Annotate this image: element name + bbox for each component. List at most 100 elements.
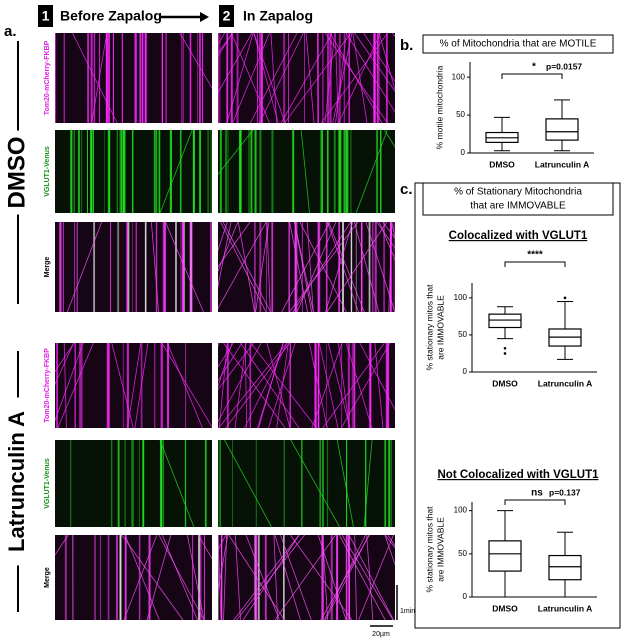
motile-track (228, 535, 285, 620)
group-label: Latrunculin A (4, 411, 29, 552)
motile-track (341, 535, 394, 620)
significance: * (532, 62, 536, 73)
motile-track (299, 222, 347, 312)
motile-track (255, 222, 270, 312)
motile-track (218, 222, 228, 252)
motile-track (388, 222, 393, 312)
step-number: 2 (223, 8, 231, 24)
motile-track (384, 130, 395, 148)
motile-track (363, 440, 373, 527)
motile-track (358, 535, 394, 620)
motile-track (288, 222, 359, 312)
motile-track (376, 222, 395, 249)
motile-track (218, 33, 233, 58)
chart-title: % of Mitochondria that are MOTILE (440, 39, 597, 50)
significance-bracket (504, 499, 566, 505)
channel-label: Merge (44, 257, 51, 278)
motile-track (167, 343, 203, 428)
step-label: In Zapalog (243, 8, 313, 24)
motile-track (146, 535, 172, 620)
motile-track (327, 222, 359, 312)
motile-track (327, 343, 351, 428)
kymograph (218, 222, 395, 312)
motile-track (244, 343, 288, 428)
motile-track (253, 33, 286, 123)
x-tick-label: Latrunculin A (538, 378, 592, 388)
motile-track (347, 535, 351, 620)
motile-track (55, 535, 69, 556)
x-tick-label: Latrunculin A (535, 159, 589, 169)
motile-track (354, 535, 357, 620)
tracks (218, 343, 395, 428)
motile-track (294, 222, 313, 312)
x-tick-label: DMSO (492, 378, 518, 388)
tracks (70, 440, 207, 527)
motile-track (322, 343, 385, 428)
y-axis-label: % motile mitochondria (434, 65, 444, 149)
motile-track (63, 343, 67, 428)
motile-track (237, 222, 256, 312)
motile-track (320, 535, 370, 620)
step-box (38, 5, 53, 27)
motile-track (359, 343, 395, 411)
motile-track (274, 535, 336, 620)
motile-track (340, 343, 391, 428)
motile-track (326, 222, 388, 312)
motile-track (218, 343, 288, 428)
motile-track (236, 535, 305, 620)
motile-track (223, 343, 286, 428)
motile-track (258, 343, 284, 428)
tracks (55, 343, 212, 428)
motile-track (320, 33, 389, 123)
motile-track (234, 343, 247, 428)
motile-track (325, 222, 353, 312)
y-tick-label: 100 (452, 72, 466, 81)
channel-label: Merge (44, 567, 51, 588)
motile-track (284, 33, 352, 123)
kymograph-bg (55, 222, 212, 312)
kymograph (218, 535, 395, 620)
p-value: p=0.0157 (546, 61, 582, 71)
motile-track (55, 343, 75, 385)
motile-track (378, 33, 395, 92)
kymograph (218, 33, 395, 123)
motile-track (218, 343, 234, 368)
panel-title: that are IMMOVABLE (470, 201, 566, 212)
tracks (218, 222, 395, 312)
tracks (218, 33, 395, 123)
p-value: p=0.137 (549, 487, 581, 497)
motile-track (280, 535, 312, 620)
motile-track (72, 33, 118, 123)
channel-label: VGLUT1-Venus (44, 458, 51, 509)
motile-track (224, 440, 272, 527)
motile-track (253, 33, 279, 123)
motile-track (274, 535, 301, 620)
motile-track (292, 222, 351, 312)
motile-track (311, 343, 343, 428)
motile-track (233, 535, 300, 620)
motile-track (121, 535, 184, 620)
y-tick-label: 100 (454, 506, 468, 515)
motile-track (328, 222, 365, 312)
motile-track (281, 222, 331, 312)
outlier (503, 346, 507, 350)
motile-track (218, 535, 227, 552)
motile-track (240, 343, 300, 428)
panel-label: c. (400, 181, 413, 198)
motile-track (245, 535, 280, 620)
group-label: DMSO (3, 137, 30, 209)
motile-track (317, 535, 347, 620)
motile-track (296, 222, 337, 312)
significance-bracket (501, 73, 563, 79)
motile-track (290, 440, 340, 527)
title-box (422, 182, 614, 216)
motile-track (150, 222, 160, 312)
motile-track (218, 222, 239, 272)
motile-track (161, 535, 198, 620)
motile-track (218, 222, 267, 310)
y-tick-label: 100 (454, 293, 468, 302)
motile-track (218, 33, 234, 54)
y-axis-label: are IMMOVABLE (435, 517, 445, 582)
motile-track (336, 440, 354, 527)
motile-track (218, 130, 254, 175)
